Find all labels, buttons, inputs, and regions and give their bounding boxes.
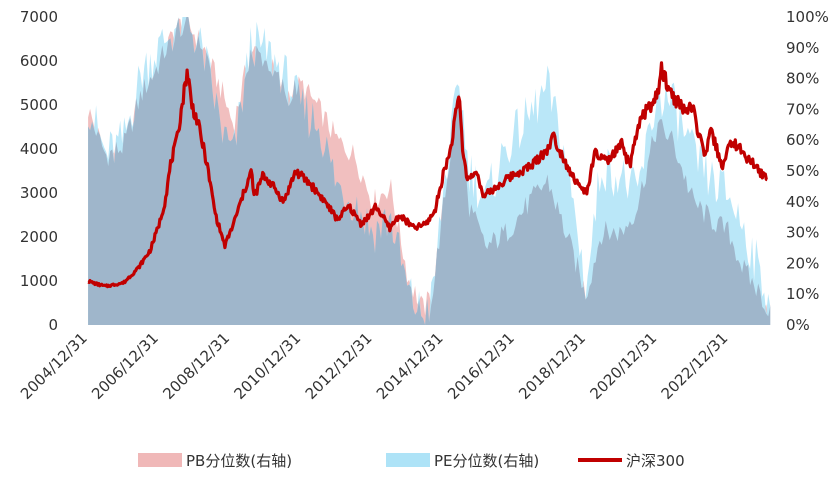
left-axis-tick-label: 3000 xyxy=(20,184,58,202)
x-axis-tick-label: 2016/12/31 xyxy=(444,329,518,403)
left-axis-tick-label: 4000 xyxy=(20,140,58,158)
left-axis-tick-label: 0 xyxy=(48,316,58,334)
right-axis-tick-label: 30% xyxy=(786,224,819,242)
area-overlap xyxy=(88,17,771,325)
right-axis-tick-label: 100% xyxy=(786,8,829,26)
x-axis-tick-label: 2010/12/31 xyxy=(230,329,304,403)
line-csi300 xyxy=(87,61,768,289)
x-axis-tick-label: 2018/12/31 xyxy=(515,329,589,403)
x-axis-tick-label: 2004/12/31 xyxy=(17,329,91,403)
right-axis-tick-label: 80% xyxy=(786,70,819,88)
legend-swatch-pe xyxy=(386,453,430,467)
x-axis-tick-label: 2006/12/31 xyxy=(88,329,162,403)
right-axis-tick-label: 40% xyxy=(786,193,819,211)
x-axis-tick-label: 2020/12/31 xyxy=(586,329,660,403)
left-axis-tick-label: 5000 xyxy=(20,96,58,114)
legend-label-csi300: 沪深300 xyxy=(626,452,685,470)
right-axis-tick-label: 0% xyxy=(786,316,810,334)
left-axis-tick-label: 2000 xyxy=(20,228,58,246)
x-axis-tick-label: 2008/12/31 xyxy=(159,329,233,403)
right-axis-tick-label: 10% xyxy=(786,285,819,303)
right-axis-tick-label: 60% xyxy=(786,131,819,149)
right-axis-tick-label: 70% xyxy=(786,100,819,118)
right-axis-tick-label: 20% xyxy=(786,254,819,272)
legend-label-pb: PB分位数(右轴) xyxy=(186,452,292,470)
left-axis-tick-label: 1000 xyxy=(20,272,58,290)
x-axis-tick-label: 2012/12/31 xyxy=(302,329,376,403)
left-axis-tick-label: 7000 xyxy=(20,8,58,26)
x-axis-tick-label: 2014/12/31 xyxy=(373,329,447,403)
right-axis-tick-label: 90% xyxy=(786,39,819,57)
left-axis-tick-label: 6000 xyxy=(20,52,58,70)
x-axis-tick-label: 2022/12/31 xyxy=(658,329,732,403)
right-axis-tick-label: 50% xyxy=(786,162,819,180)
legend-swatch-pb xyxy=(138,453,182,467)
legend-label-pe: PE分位数(右轴) xyxy=(434,452,539,470)
